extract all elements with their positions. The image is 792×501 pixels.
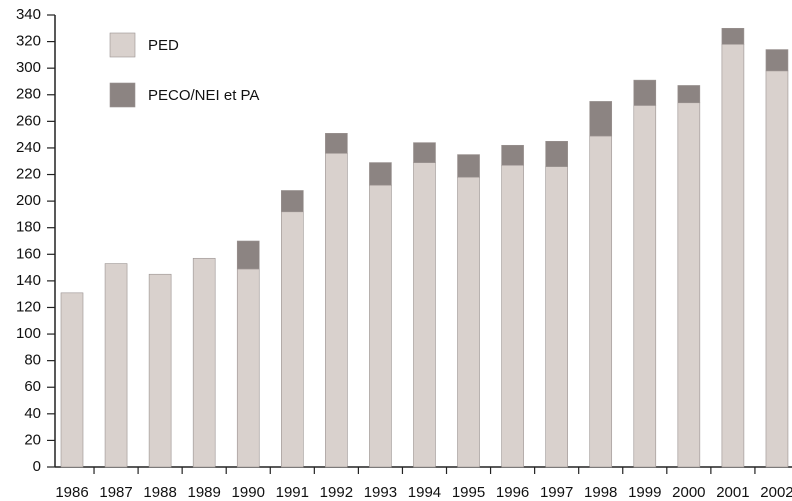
y-tick-label: 180 [16,219,41,236]
bar-segment [60,292,84,468]
x-tick-label: 2002 [760,484,792,501]
y-tick-label: 160 [16,245,41,262]
bar-segment [545,166,568,468]
x-tick-label: 1993 [364,484,397,501]
bar-segment [765,49,789,72]
x-tick-label: 1996 [496,484,529,501]
y-tick-label: 260 [16,112,41,129]
bar-segment [148,273,172,468]
bar-segment [677,102,701,468]
y-tick-label: 0 [33,458,41,475]
bar-segment [457,176,480,468]
y-tick-label: 120 [16,298,41,315]
y-tick-label: 80 [24,352,41,369]
x-tick-label: 1987 [99,484,132,501]
bar-segment [589,101,613,137]
bar-segment [677,85,701,104]
bar-segment [325,133,348,154]
bar-segment [501,144,524,166]
bar-segment [501,164,524,468]
y-tick-label: 100 [16,325,41,342]
bar-segment [413,162,436,468]
bar-segment [633,79,657,106]
y-tick-label: 300 [16,59,41,76]
bar-segment [236,268,260,468]
y-tick-label: 60 [24,378,41,395]
x-tick-label: 1990 [232,484,265,501]
y-tick-label: 220 [16,165,41,182]
x-tick-label: 1997 [540,484,573,501]
x-tick-label: 1988 [143,484,176,501]
x-tick-label: 1986 [55,484,88,501]
bar-segment [633,105,657,468]
bar-segment [369,162,392,186]
y-tick-label: 140 [16,272,41,289]
bar-segment [589,135,613,468]
x-tick-label: 1999 [628,484,661,501]
bar-segment [280,190,304,213]
bar-segment [236,240,260,270]
y-tick-label: 200 [16,192,41,209]
bar-segment [369,184,392,468]
bar-segment [325,152,348,468]
bar-segment [280,211,304,468]
legend-label: PECO/NEI et PA [148,87,259,104]
legend-swatch [109,82,136,108]
x-tick-label: 1994 [408,484,441,501]
y-tick-label: 240 [16,139,41,156]
legend-swatch [109,32,136,58]
x-tick-label: 1991 [276,484,309,501]
x-tick-label: 2000 [672,484,705,501]
x-tick-label: 1989 [187,484,220,501]
legend-label: PED [148,37,179,54]
bar-segment [192,257,216,468]
x-tick-label: 1992 [320,484,353,501]
x-tick-label: 2001 [716,484,749,501]
x-tick-label: 1998 [584,484,617,501]
bar-segment [765,70,789,468]
bar-segment [721,27,745,45]
y-tick-label: 20 [24,431,41,448]
x-tick-label: 1995 [452,484,485,501]
bar-segment [413,142,436,163]
bar-segment [721,43,745,468]
bar-segment [104,263,128,468]
y-tick-label: 40 [24,405,41,422]
y-tick-label: 280 [16,86,41,103]
bar-segment [457,154,480,178]
bar-segment [545,140,568,167]
y-tick-label: 320 [16,33,41,50]
y-tick-label: 340 [16,6,41,23]
